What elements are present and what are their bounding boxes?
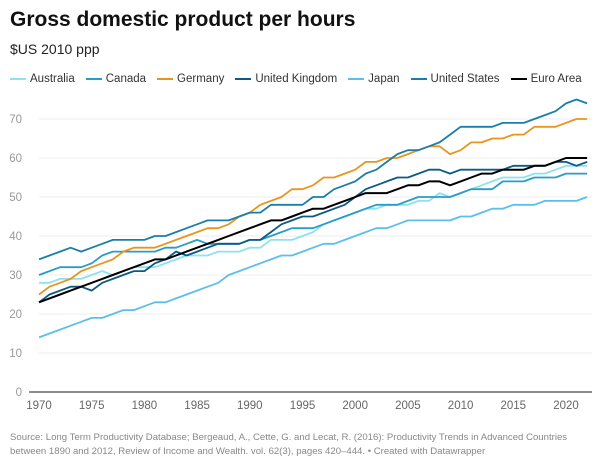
series-line-united-states bbox=[38, 98, 588, 261]
x-tick-label: 2015 bbox=[501, 400, 527, 412]
y-tick-label: 10 bbox=[9, 348, 22, 360]
legend-item: United States bbox=[410, 73, 500, 85]
series-line-japan bbox=[38, 196, 588, 339]
y-tick-label: 60 bbox=[9, 153, 22, 165]
y-tick-label: 70 bbox=[9, 114, 22, 126]
legend-label: Japan bbox=[368, 73, 400, 85]
legend-label: United States bbox=[430, 73, 500, 85]
legend-item: United Kingdom bbox=[235, 73, 337, 85]
y-tick-label: 30 bbox=[9, 270, 22, 282]
legend-swatch bbox=[85, 78, 102, 80]
y-tick-label: 40 bbox=[9, 231, 22, 243]
x-tick-label: 1975 bbox=[79, 400, 105, 412]
legend-label: United Kingdom bbox=[255, 73, 338, 85]
x-tick-label: 1980 bbox=[132, 400, 158, 412]
legend-swatch bbox=[10, 78, 26, 80]
legend-swatch bbox=[410, 78, 427, 80]
chart-title: Gross domestic product per hours bbox=[10, 8, 356, 31]
legend-swatch bbox=[157, 78, 174, 80]
series-line-euro-area bbox=[38, 157, 588, 304]
legend-item: Australia bbox=[10, 73, 75, 85]
legend-swatch bbox=[510, 78, 527, 80]
legend-swatch bbox=[348, 78, 365, 80]
x-tick-label: 1990 bbox=[237, 400, 263, 412]
x-tick-label: 2005 bbox=[395, 400, 421, 412]
legend-swatch bbox=[235, 78, 252, 80]
legend-item: Canada bbox=[85, 73, 147, 85]
legend: Australia Canada Germany United Kingdom Japa… bbox=[10, 73, 582, 85]
series-line-australia bbox=[39, 164, 588, 284]
x-tick-label: 1985 bbox=[184, 400, 210, 412]
source-footer: Source: Long Term Productivity Database;… bbox=[10, 432, 568, 457]
legend-item: Japan bbox=[348, 73, 400, 85]
legend-label: Germany bbox=[177, 73, 225, 85]
y-tick-label: 50 bbox=[9, 192, 22, 204]
legend-item: Euro Area bbox=[510, 73, 582, 85]
chart-subtitle: $US 2010 ppp bbox=[10, 41, 100, 57]
legend-item: Germany bbox=[157, 73, 224, 85]
x-tick-label: 2000 bbox=[342, 400, 368, 412]
series-line-united-kingdom bbox=[38, 160, 588, 304]
legend-label: Australia bbox=[30, 73, 75, 85]
legend-label: Canada bbox=[105, 73, 147, 85]
legend-label: Euro Area bbox=[530, 73, 582, 85]
y-tick-label: 0 bbox=[16, 387, 22, 399]
x-tick-label: 1995 bbox=[290, 400, 316, 412]
x-tick-label: 2010 bbox=[448, 400, 474, 412]
series-line-canada bbox=[38, 172, 588, 276]
x-tick-label: 2020 bbox=[553, 400, 579, 412]
x-tick-label: 1970 bbox=[26, 400, 52, 412]
series-line-germany bbox=[38, 118, 588, 296]
y-tick-label: 20 bbox=[9, 309, 22, 321]
